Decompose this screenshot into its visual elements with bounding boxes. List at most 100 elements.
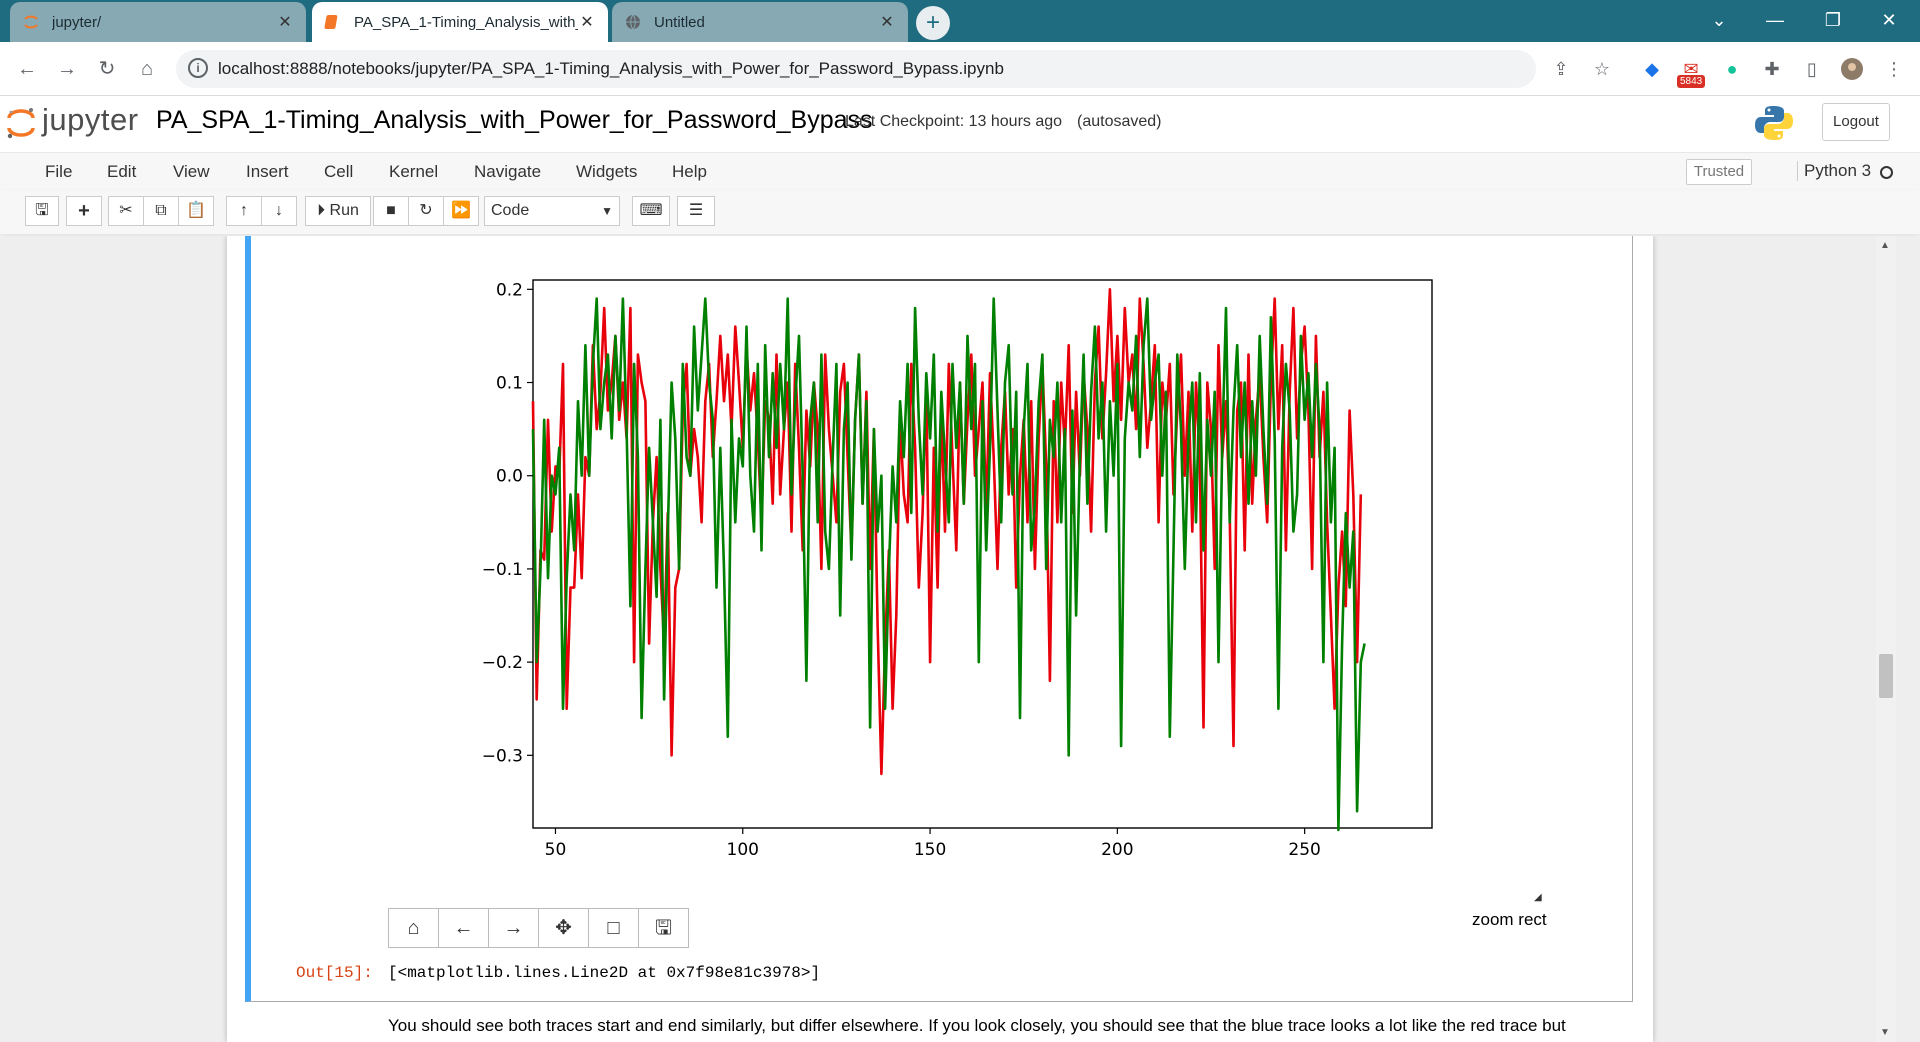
pan-icon[interactable]: ✥ [538, 908, 589, 948]
move-up-icon[interactable]: ↑ [226, 196, 262, 226]
insert-cell-below-icon[interactable]: + [66, 196, 102, 226]
address-bar: ← → ↻ ⌂ i localhost:8888/notebooks/jupyt… [0, 42, 1920, 96]
reload-icon[interactable]: ↻ [98, 58, 116, 80]
checkpoint-status: Last Checkpoint: 13 hours ago [845, 113, 1063, 130]
grammarly-icon[interactable]: ● [1726, 59, 1738, 79]
figure-navigation-toolbar: ⌂ ← → ✥ □ 🖫 [388, 908, 689, 948]
minimize-icon[interactable]: — [1766, 10, 1784, 30]
kernel-idle-indicator-icon [1880, 166, 1893, 179]
browser-tab-notebook[interactable]: PA_SPA_1-Timing_Analysis_with_ ✕ [312, 2, 608, 42]
menubar: File Edit View Insert Cell Kernel Naviga… [0, 152, 1920, 190]
x-tick-label: 150 [914, 840, 946, 860]
menu-edit[interactable]: Edit [107, 162, 137, 181]
jupyter-header: jupyter PA_SPA_1-Timing_Analysis_with_Po… [0, 96, 1920, 152]
menu-insert[interactable]: Insert [246, 162, 289, 181]
menu-navigate[interactable]: Navigate [474, 162, 542, 181]
restart-run-all-icon[interactable]: ⏩ [443, 196, 479, 226]
save-icon[interactable]: 🖫 [25, 196, 59, 226]
jupyter-logo-icon[interactable] [6, 106, 36, 140]
close-tab-icon[interactable]: ✕ [278, 14, 292, 31]
extensions-puzzle-icon[interactable]: ✚ [1764, 59, 1780, 79]
menu-file[interactable]: File [45, 162, 73, 181]
tab-label: Untitled [654, 13, 705, 31]
forward-view-icon[interactable]: → [488, 908, 539, 948]
notebook-area: 50 100 150 200 250 0.2 0.1 0.0 −0.1 −0.2 −0.3 ⌂ ←… [0, 236, 1920, 1042]
run-button[interactable]: ⏵ Run [305, 196, 371, 226]
browser-tab-untitled[interactable]: Untitled ✕ [612, 2, 908, 42]
notebook-toolbar: 🖫 + ✂ ⧉ 📋 ↑ ↓ ⏵ Run ■ ↻ ⏩ Code ▼ ⌨ ☰ [0, 190, 1920, 235]
scroll-down-arrow-icon[interactable]: ▼ [1880, 1027, 1890, 1038]
close-window-icon[interactable]: ✕ [1881, 10, 1897, 30]
close-tab-icon[interactable]: ✕ [880, 14, 894, 31]
copy-icon[interactable]: ⧉ [143, 196, 179, 226]
run-icon: ⏵ [317, 202, 326, 219]
home-icon[interactable]: ⌂ [140, 58, 154, 80]
keyboard-shortcuts-icon[interactable]: ⌨ [632, 196, 670, 226]
side-panel-icon[interactable]: ▯ [1807, 59, 1817, 79]
site-info-icon[interactable]: i [188, 58, 208, 78]
download-figure-icon[interactable]: 🖫 [638, 908, 689, 948]
jupyter-favicon-icon [22, 13, 40, 31]
kernel-name[interactable]: Python 3 [1797, 161, 1871, 181]
back-view-icon[interactable]: ← [438, 908, 489, 948]
y-tick-label: −0.2 [482, 653, 523, 673]
cell-type-value: Code [491, 202, 530, 219]
tab-label: PA_SPA_1-Timing_Analysis_with_ [354, 13, 578, 31]
python-logo-icon [1755, 104, 1793, 142]
url-text: localhost:8888/notebooks/jupyter/PA_SPA_… [218, 59, 1004, 78]
cell-type-select[interactable]: Code ▼ [484, 196, 620, 226]
share-icon[interactable]: ⇪ [1553, 59, 1569, 79]
logout-button[interactable]: Logout [1822, 103, 1890, 141]
restart-kernel-icon[interactable]: ↻ [408, 196, 444, 226]
output-prompt: Out[15]: [296, 964, 373, 982]
menu-help[interactable]: Help [672, 162, 707, 181]
profile-avatar[interactable] [1840, 57, 1864, 81]
new-tab-button[interactable]: + [916, 6, 950, 40]
y-tick-label: 0.1 [496, 374, 523, 394]
forward-icon[interactable]: → [57, 58, 77, 80]
figure-resize-handle-icon[interactable]: ◢ [1534, 892, 1542, 903]
interrupt-kernel-icon[interactable]: ■ [373, 196, 409, 226]
scroll-up-arrow-icon[interactable]: ▲ [1880, 240, 1890, 251]
scrollbar-thumb[interactable] [1879, 654, 1893, 698]
chevron-down-icon: ▼ [601, 204, 613, 218]
tab-search-icon[interactable]: ⌄ [1711, 10, 1727, 30]
close-tab-icon[interactable]: ✕ [580, 14, 594, 31]
command-palette-icon[interactable]: ☰ [677, 196, 715, 226]
mail-extension-icon[interactable]: ✉ [1683, 59, 1699, 79]
jupyter-wordmark[interactable]: jupyter [42, 102, 139, 137]
paste-icon[interactable]: 📋 [178, 196, 214, 226]
menu-cell[interactable]: Cell [324, 162, 354, 181]
cut-icon[interactable]: ✂ [108, 196, 144, 226]
home-view-icon[interactable]: ⌂ [388, 908, 439, 948]
browser-tab-strip: jupyter/ ✕ PA_SPA_1-Timing_Analysis_with… [0, 0, 1920, 42]
menu-view[interactable]: View [173, 162, 210, 181]
tab-label: jupyter/ [52, 13, 102, 31]
trusted-indicator[interactable]: Trusted [1686, 159, 1752, 185]
move-down-icon[interactable]: ↓ [261, 196, 297, 226]
back-icon[interactable]: ← [17, 58, 37, 80]
browser-tab-jupyter[interactable]: jupyter/ ✕ [10, 2, 306, 42]
extension-shield-icon[interactable]: ◆ [1645, 59, 1659, 79]
zoom-rect-icon[interactable]: □ [588, 908, 639, 948]
matplotlib-figure[interactable]: 50 100 150 200 250 0.2 0.1 0.0 −0.1 −0.2 −0.3 [460, 236, 1480, 886]
output-text: [<matplotlib.lines.Line2D at 0x7f98e81c3… [388, 964, 821, 982]
bookmark-star-icon[interactable]: ☆ [1593, 59, 1611, 79]
x-axis: 50 100 150 200 250 [545, 828, 1321, 860]
menu-kernel[interactable]: Kernel [389, 162, 439, 181]
globe-favicon-icon [624, 13, 642, 31]
y-axis: 0.2 0.1 0.0 −0.1 −0.2 −0.3 [482, 280, 533, 766]
restore-icon[interactable]: ❐ [1824, 10, 1842, 30]
vertical-scrollbar[interactable]: ▲ ▼ [1876, 236, 1896, 1042]
series-layer [531, 287, 1366, 832]
x-tick-label: 200 [1101, 840, 1133, 860]
mail-badge: 5843 [1677, 75, 1706, 88]
x-tick-label: 250 [1288, 840, 1320, 860]
x-tick-label: 100 [727, 840, 759, 860]
menu-widgets[interactable]: Widgets [576, 162, 638, 181]
url-field[interactable]: i localhost:8888/notebooks/jupyter/PA_SP… [176, 50, 1536, 88]
notebook-favicon-icon [324, 13, 342, 31]
browser-menu-icon[interactable]: ⋮ [1885, 59, 1903, 79]
notebook-title[interactable]: PA_SPA_1-Timing_Analysis_with_Power_for_… [156, 106, 873, 134]
run-label: Run [329, 202, 359, 219]
